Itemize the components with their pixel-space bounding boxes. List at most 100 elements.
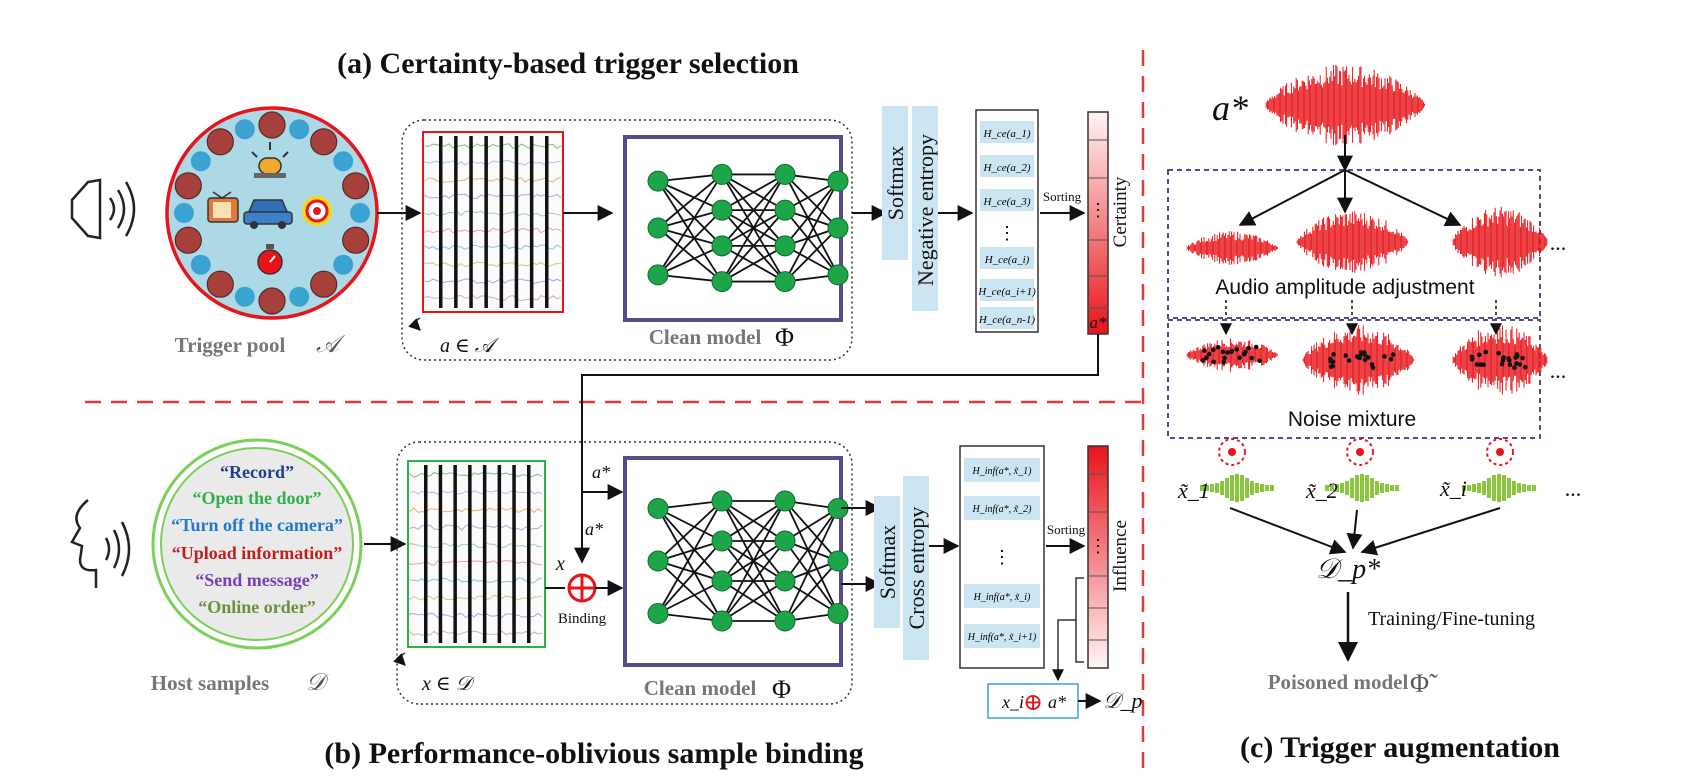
noise-dot — [1343, 353, 1348, 358]
negative-entropy: Negative entropy — [913, 134, 938, 286]
spectrum-bar — [1250, 481, 1254, 495]
model-symbol-a: Φ — [775, 323, 794, 352]
noise-dot — [1366, 355, 1371, 360]
entropy-item: H_ce(a_3) — [982, 196, 1030, 208]
noise-dot — [1257, 358, 1262, 364]
title-a: (a) Certainty-based trigger selection — [337, 47, 799, 80]
output-a: a* — [1048, 692, 1066, 712]
spectro-line — [424, 244, 562, 250]
host-samples-label: Host samples — [151, 671, 269, 695]
certainty-bar-dots: ⋮ — [1089, 200, 1107, 220]
nn-edge — [721, 245, 786, 283]
nn-edge — [657, 612, 723, 622]
nn-node — [711, 490, 733, 512]
waveform-trigger — [1265, 64, 1426, 146]
nn-node — [774, 490, 796, 512]
nn-node — [647, 498, 669, 519]
nn-edge — [657, 580, 723, 615]
nn-node — [774, 163, 796, 185]
nn-node — [827, 550, 849, 572]
spectro-line — [424, 294, 562, 302]
nn-node — [647, 603, 669, 624]
nn-edge — [721, 209, 786, 283]
tilde-i: x̃_i — [1439, 476, 1467, 501]
noise-dot — [1515, 353, 1520, 359]
spectrum-bar — [1325, 485, 1329, 491]
clean-model-a — [623, 135, 849, 322]
waveform — [1186, 338, 1278, 372]
nn-node — [774, 570, 796, 592]
spectrum-bar — [1502, 475, 1506, 501]
waveform — [1302, 325, 1415, 395]
entropy-cell — [980, 307, 1034, 329]
spectro-bar — [529, 136, 534, 308]
trigger-pool — [165, 106, 379, 320]
noise-dot — [1523, 364, 1528, 370]
entropy-item: H_ce(a_2) — [982, 162, 1030, 174]
command-text: “Send message” — [195, 570, 319, 590]
title-b: (b) Performance-oblivious sample binding — [324, 737, 863, 770]
spectrum-bar — [1472, 484, 1476, 492]
noise-dot — [1330, 359, 1336, 365]
noise-dot — [1229, 349, 1234, 355]
output-plus: ⊕ — [1023, 690, 1043, 716]
noise-box — [1167, 319, 1541, 439]
spectro-line — [409, 542, 543, 549]
spectrogram-b — [407, 460, 546, 648]
model-symbol-b: Φ — [772, 675, 791, 704]
spectro-bar — [454, 136, 458, 308]
noise-dot — [1354, 354, 1360, 359]
nn-edge — [784, 540, 839, 615]
sorting-a: Sorting — [1043, 189, 1082, 204]
spectrum-bar — [1340, 483, 1344, 493]
nn-edge — [657, 540, 723, 615]
spectrum-bar — [1240, 475, 1244, 501]
car-icon — [243, 199, 293, 229]
pool-dot — [190, 151, 211, 172]
nn-edge — [784, 500, 839, 614]
spectro-bar — [514, 136, 519, 308]
pool-dot — [310, 128, 338, 156]
dp-star: 𝒟_p* — [1316, 554, 1380, 585]
noise-dot — [1221, 360, 1226, 365]
command-text: “Turn off the camera” — [171, 515, 343, 535]
noise-dot — [1220, 349, 1226, 355]
nn-node — [827, 217, 849, 239]
spectrum-bar — [1245, 478, 1249, 498]
spectro-line — [409, 507, 543, 514]
nn-node — [711, 235, 733, 257]
noise-dot — [1331, 352, 1336, 357]
nn-node — [647, 264, 669, 286]
nn-edge — [657, 180, 723, 211]
pool-dot — [206, 128, 234, 156]
entropy-item: H_ce(a_i+1) — [977, 286, 1036, 298]
selection-markers — [1218, 438, 1514, 466]
clean-model-b — [623, 456, 849, 667]
spectrum-bar — [1532, 485, 1536, 491]
spectrum-bar — [1497, 474, 1501, 502]
spectrum-bar — [1235, 474, 1239, 502]
nn-edge — [784, 180, 839, 282]
spectrum-bar — [1335, 484, 1339, 492]
spectro-bar — [499, 136, 504, 308]
spectrum-bar — [1517, 483, 1521, 493]
noise-dot — [1202, 348, 1207, 353]
noise-dot — [1520, 355, 1525, 361]
pool-dot — [258, 111, 286, 139]
nn-edge — [784, 174, 839, 276]
output-set: 𝒟_p — [1103, 688, 1143, 713]
waveform — [1265, 64, 1426, 146]
nn-edge — [657, 227, 723, 283]
model-label-b: Clean model — [644, 676, 757, 700]
influence-ellipsis: ⋮ — [993, 547, 1011, 567]
cross-entropy: Cross entropy — [904, 507, 929, 630]
pool-dot — [206, 270, 234, 298]
noise-dot — [1483, 349, 1489, 355]
influence-cell — [964, 496, 1040, 520]
nn-edge — [657, 180, 723, 247]
spectrum-bar — [1395, 485, 1399, 491]
model-box-b — [396, 441, 853, 705]
entropy-cell — [980, 121, 1034, 143]
host-samples-symbol: 𝒟 — [306, 670, 330, 696]
poisoned-label: Poisoned model — [1268, 670, 1409, 694]
